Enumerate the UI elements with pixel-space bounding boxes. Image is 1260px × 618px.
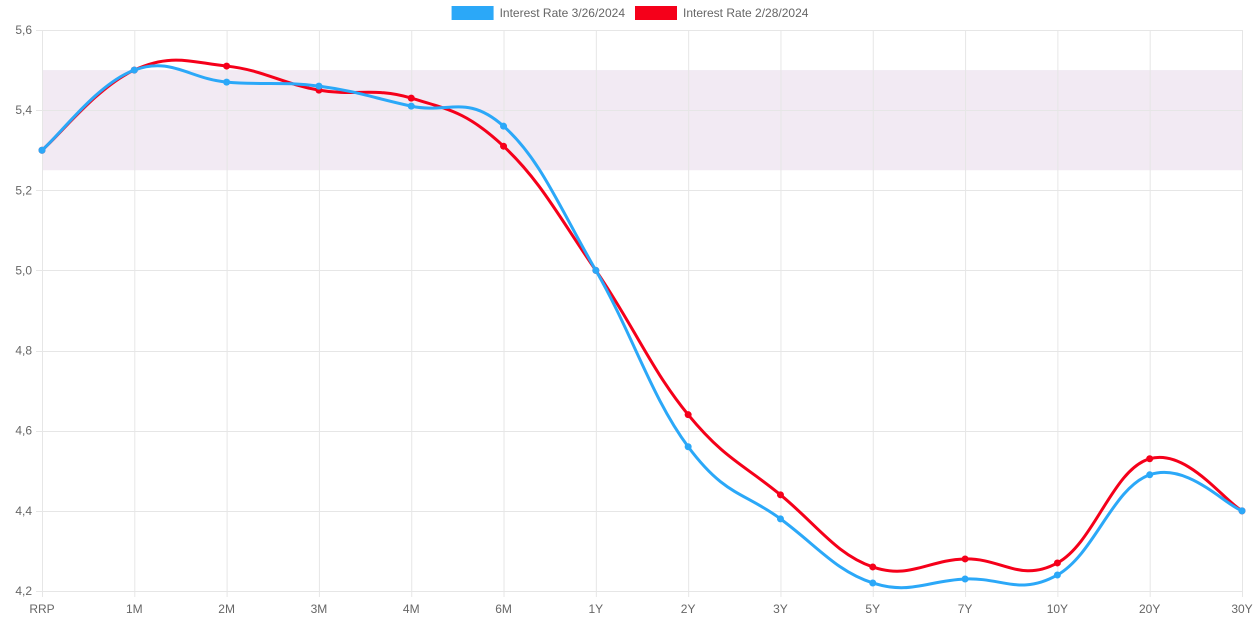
data-point [1053,571,1061,579]
data-point [592,266,600,274]
x-tick-label: 30Y [1231,602,1252,616]
y-tick-label: 5,0 [15,263,32,277]
series-line [41,64,1243,590]
y-tick-label: 4,6 [15,424,32,438]
y-tick-label: 4,4 [15,504,32,518]
data-point [1146,455,1154,463]
y-tick-label: 5,2 [15,183,32,197]
data-point [1053,559,1061,567]
y-tick-label: 4,8 [15,344,32,358]
data-point [684,411,692,419]
x-tick-label: 1M [126,602,143,616]
x-tick-label: 3Y [773,602,788,616]
data-point [130,66,138,74]
data-point [1146,471,1154,479]
legend-item: Interest Rate 3/26/2024 [451,6,626,20]
data-point [776,515,784,523]
chart-series [38,58,1246,590]
legend-swatch [635,6,677,20]
data-point [38,146,46,154]
data-point [776,491,784,499]
x-tick-label: 7Y [958,602,973,616]
data-point [407,102,415,110]
x-tick-label: 2M [218,602,235,616]
legend-label: Interest Rate 2/28/2024 [683,6,809,20]
data-point [1238,507,1246,515]
y-tick-label: 5,6 [15,23,32,37]
data-point [407,94,415,102]
y-tick-label: 5,4 [15,103,32,117]
series-interest-rate-3-26-2024 [38,64,1246,590]
x-tick-label: RRP [29,602,54,616]
band-rect [42,70,1242,171]
x-tick-label: 3M [311,602,328,616]
x-tick-label: 5Y [865,602,880,616]
data-point [500,122,508,130]
target-rate-band [42,70,1242,171]
legend-item: Interest Rate 2/28/2024 [635,6,809,20]
legend-label: Interest Rate 3/26/2024 [500,6,626,20]
data-point [869,563,877,571]
data-point [961,555,969,563]
x-tick-label: 10Y [1047,602,1068,616]
data-point [869,579,877,587]
chart-axes: 4,2 4,4 4,6 4,8 5,0 5,2 5,4 5,6 RRP 1M 2M 3M 4M 6M 1Y 2… [15,23,1252,616]
x-tick-label: 20Y [1139,602,1160,616]
data-point [961,575,969,583]
x-tick-label: 1Y [589,602,604,616]
data-point [315,82,323,90]
x-tick-label: 2Y [681,602,696,616]
data-point [500,142,508,150]
chart-legend: Interest Rate 3/26/2024 Interest Rate 2/2… [451,6,809,20]
y-tick-label: 4,2 [15,584,32,598]
data-point [684,443,692,451]
x-tick-label: 6M [495,602,512,616]
data-point [223,78,231,86]
legend-swatch [451,6,494,20]
data-point [223,62,231,70]
x-tick-label: 4M [403,602,420,616]
